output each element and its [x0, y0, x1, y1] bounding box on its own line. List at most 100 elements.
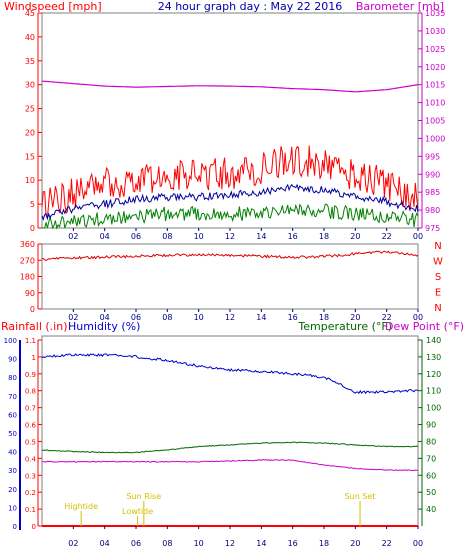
compass-label: E: [435, 288, 441, 299]
temperature-axis-title: Temperature (°F): [297, 320, 392, 333]
event-label: Sun Rise: [127, 492, 162, 501]
wind-gust-series: [41, 145, 419, 219]
wind-tick-label: 30: [25, 81, 35, 90]
rain-tick-label: 0.9: [25, 371, 36, 379]
time-tick-label: 04: [100, 313, 110, 322]
rain-tick-label: 0.6: [25, 422, 37, 430]
time-tick-label: 08: [162, 539, 172, 548]
baro-tick-label: 980: [425, 206, 440, 215]
compass-label: S: [435, 272, 441, 283]
time-tick-label: 08: [162, 313, 172, 322]
wind-tick-label: 40: [25, 33, 35, 42]
wind-average-series: [41, 183, 419, 221]
time-tick-label: 04: [100, 232, 110, 241]
humidity-tick-label: 40: [8, 449, 17, 457]
humidity-tick-label: 50: [8, 430, 17, 438]
humidity-series: [41, 353, 419, 395]
rain-tick-label: 0: [32, 523, 36, 531]
direction-tick-label: 90: [25, 289, 35, 298]
baro-tick-label: 1010: [425, 99, 445, 108]
baro-tick-label: 1000: [425, 134, 445, 143]
chart-title: 24 hour graph day : May 22 2016: [158, 0, 343, 13]
wind-low-series: [42, 203, 419, 230]
time-tick-label: 04: [100, 539, 110, 548]
time-tick-label: 18: [319, 539, 329, 548]
time-tick-label: 22: [382, 232, 392, 241]
time-tick-label: 18: [319, 232, 329, 241]
time-tick-label: 16: [288, 539, 298, 548]
temp-tick-label: 100: [426, 404, 441, 413]
rain-tick-label: 0.7: [25, 405, 36, 413]
time-tick-label: 02: [68, 539, 78, 548]
dewpoint-axis-title: Dew Point (°F): [385, 320, 464, 333]
time-tick-label: 00: [413, 232, 423, 241]
barometer-axis-title: Barometer [mb]: [356, 0, 444, 13]
baro-tick-label: 1005: [425, 117, 445, 126]
baro-tick-label: 985: [425, 188, 440, 197]
compass-label: N: [434, 241, 441, 252]
humidity-tick-label: 100: [4, 337, 17, 345]
windspeed-axis-title: Windspeed [mph]: [4, 0, 102, 13]
event-label: Lowtide: [122, 507, 153, 516]
wind-tick-label: 25: [25, 105, 35, 114]
time-tick-label: 22: [382, 539, 392, 548]
time-tick-label: 14: [256, 539, 266, 548]
wind-tick-label: 5: [30, 200, 35, 209]
wind-tick-label: 0: [30, 224, 35, 233]
direction-tick-label: 360: [20, 240, 35, 249]
time-tick-label: 20: [350, 232, 360, 241]
compass-label: N: [434, 303, 441, 314]
humidity-tick-label: 80: [8, 374, 17, 382]
temp-tick-label: 50: [426, 488, 436, 497]
time-tick-label: 08: [162, 232, 172, 241]
time-tick-label: 16: [288, 232, 298, 241]
baro-tick-label: 1035: [425, 9, 445, 18]
wind-direction-series: [41, 250, 419, 261]
direction-tick-label: 270: [20, 256, 35, 265]
baro-tick-label: 975: [425, 224, 440, 233]
temp-tick-label: 90: [426, 421, 436, 430]
rain-tick-label: 1: [32, 354, 36, 362]
temp-tick-label: 70: [426, 454, 436, 463]
time-tick-label: 02: [68, 232, 78, 241]
time-tick-label: 12: [225, 539, 235, 548]
time-tick-label: 06: [131, 313, 141, 322]
wind-tick-label: 10: [25, 176, 35, 185]
direction-tick-label: 180: [20, 273, 35, 282]
wind-tick-label: 20: [25, 128, 35, 137]
wind-tick-label: 45: [25, 9, 35, 18]
temp-tick-label: 40: [426, 505, 436, 514]
time-tick-label: 00: [413, 539, 423, 548]
wind-barometer-plot: 0510152025303540459759809859909951000100…: [25, 9, 446, 241]
baro-tick-label: 1020: [425, 63, 445, 72]
temp-tick-label: 110: [426, 387, 441, 396]
humidity-tick-label: 30: [8, 467, 17, 475]
baro-tick-label: 995: [425, 152, 440, 161]
rain-tick-label: 0.3: [25, 472, 36, 480]
rain-tick-label: 0.5: [25, 438, 36, 446]
time-tick-label: 02: [68, 313, 78, 322]
time-tick-label: 18: [319, 313, 329, 322]
time-tick-label: 20: [350, 313, 360, 322]
baro-tick-label: 1025: [425, 45, 445, 54]
time-tick-label: 06: [131, 232, 141, 241]
event-label: Sun Set: [345, 492, 376, 501]
rainfall-axis-title: Rainfall (.in): [1, 320, 68, 333]
rain-tick-label: 0.2: [25, 489, 36, 497]
direction-tick-label: 0: [30, 305, 35, 314]
humidity-tick-label: 0: [13, 523, 17, 531]
humidity-tick-label: 20: [8, 486, 17, 494]
compass-label: W: [433, 257, 443, 268]
temp-tick-label: 120: [426, 370, 441, 379]
wind-tick-label: 35: [25, 57, 35, 66]
time-tick-label: 00: [413, 313, 423, 322]
wind-tick-label: 15: [25, 152, 35, 161]
time-tick-label: 06: [131, 539, 141, 548]
temp-tick-label: 130: [426, 353, 441, 362]
temperature-series: [41, 441, 419, 454]
dewpoint-series: [42, 459, 419, 472]
humidity-tick-label: 90: [8, 356, 17, 364]
baro-tick-label: 1015: [425, 81, 445, 90]
